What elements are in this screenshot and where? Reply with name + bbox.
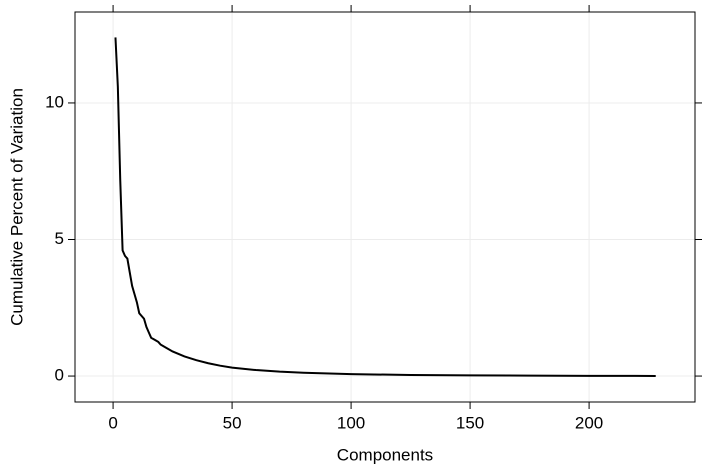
x-tick-label: 50 — [223, 413, 242, 432]
x-tick-label: 200 — [575, 413, 603, 432]
y-tick-label: 5 — [55, 229, 64, 248]
y-axis-label: Cumulative Percent of Variation — [7, 88, 26, 326]
x-axis-label: Components — [337, 445, 433, 464]
x-tick-label: 150 — [456, 413, 484, 432]
x-tick-label: 100 — [337, 413, 365, 432]
y-tick-label: 0 — [55, 366, 64, 385]
data-line — [114, 37, 656, 377]
x-tick-label: 0 — [108, 413, 117, 432]
y-tick-label: 10 — [45, 92, 64, 111]
plot-frame — [74, 11, 696, 403]
